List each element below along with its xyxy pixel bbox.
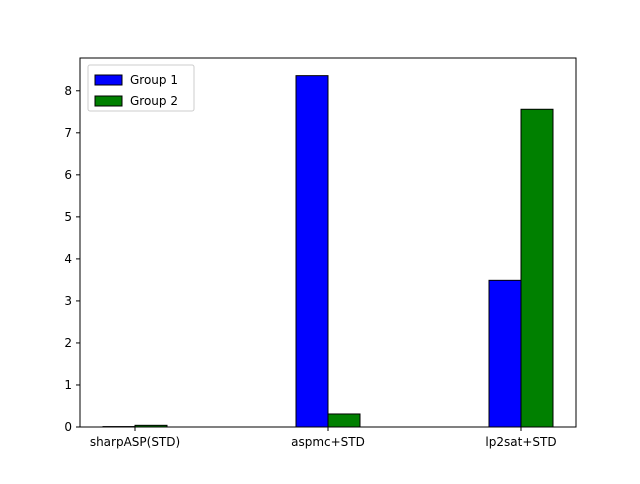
bar-2-3 [521, 109, 553, 427]
y-tick-label-2: 2 [64, 336, 72, 350]
y-tick-label-5: 5 [64, 210, 72, 224]
y-tick-label-4: 4 [64, 252, 72, 266]
legend-swatch-2 [95, 96, 122, 106]
y-tick-label-3: 3 [64, 294, 72, 308]
y-tick-label-8: 8 [64, 84, 72, 98]
y-tick-label-1: 1 [64, 378, 72, 392]
bar-1-3 [489, 280, 521, 427]
legend: Group 1 Group 2 [88, 65, 194, 111]
x-tick-label-2: lp2sat+STD [485, 435, 556, 449]
legend-label-1: Group 1 [130, 73, 178, 87]
x-tick-label-1: aspmc+STD [291, 435, 365, 449]
y-tick-label-6: 6 [64, 168, 72, 182]
x-tick-label-0: sharpASP(STD) [90, 435, 180, 449]
legend-swatch-1 [95, 75, 122, 85]
legend-label-2: Group 2 [130, 94, 178, 108]
y-tick-label-0: 0 [64, 420, 72, 434]
bar-2-2 [328, 414, 360, 427]
bar-1-2 [296, 76, 328, 427]
y-tick-label-7: 7 [64, 126, 72, 140]
